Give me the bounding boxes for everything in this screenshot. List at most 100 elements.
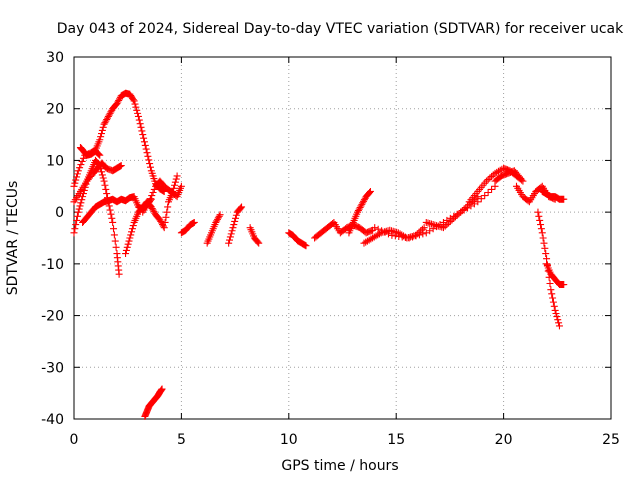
data-point xyxy=(549,294,557,302)
data-point xyxy=(149,206,157,214)
axis-ticks xyxy=(73,56,612,420)
data-point xyxy=(99,123,107,131)
data-point xyxy=(140,138,148,146)
data-point xyxy=(171,181,179,189)
data-point xyxy=(76,164,84,172)
data-point xyxy=(147,203,155,211)
data-point xyxy=(360,197,368,205)
data-point xyxy=(143,149,151,157)
chart-title: Day 043 of 2024, Sidereal Day-to-day VTE… xyxy=(57,21,624,37)
data-point xyxy=(419,230,427,238)
data-point xyxy=(366,188,374,196)
data-point xyxy=(129,96,137,104)
data-point xyxy=(110,231,118,239)
data-point xyxy=(420,224,428,232)
data-point xyxy=(555,322,563,330)
data-point xyxy=(384,230,392,238)
data-point xyxy=(99,174,107,182)
data-point xyxy=(547,286,555,294)
series-arc-5-6 xyxy=(177,218,198,237)
data-point xyxy=(136,120,144,128)
data-point xyxy=(163,208,171,216)
x-tick-label: 25 xyxy=(602,432,620,448)
data-point xyxy=(98,126,106,134)
data-point xyxy=(108,214,116,222)
series-arc-10 xyxy=(285,229,310,250)
data-point xyxy=(555,319,563,327)
data-point xyxy=(135,116,143,124)
data-point xyxy=(131,100,139,108)
data-point xyxy=(73,212,81,220)
data-point xyxy=(96,136,104,144)
y-tick-label: 0 xyxy=(55,205,64,221)
data-point xyxy=(474,198,482,206)
data-point xyxy=(71,179,79,187)
series-arc-8 xyxy=(246,224,263,247)
data-point xyxy=(354,208,362,216)
data-point xyxy=(145,156,153,164)
data-point xyxy=(72,221,80,229)
data-point xyxy=(481,192,489,200)
data-point xyxy=(254,238,262,246)
data-point xyxy=(117,162,125,170)
data-point xyxy=(115,270,123,278)
data-point xyxy=(74,208,82,216)
data-point xyxy=(157,217,165,225)
data-point xyxy=(360,196,368,204)
data-point xyxy=(137,123,145,131)
data-point xyxy=(70,229,78,237)
x-tick-label: 5 xyxy=(177,432,186,448)
data-point xyxy=(142,145,150,153)
data-point xyxy=(159,222,167,230)
data-point xyxy=(115,96,123,104)
x-tick-label: 10 xyxy=(280,432,298,448)
data-point xyxy=(162,213,170,221)
data-point xyxy=(156,216,164,224)
data-point xyxy=(109,218,117,226)
data-point xyxy=(97,165,105,173)
y-tick-label: -10 xyxy=(41,257,64,273)
data-point xyxy=(146,160,154,168)
data-point xyxy=(214,214,222,222)
data-point xyxy=(96,151,104,159)
data-point xyxy=(97,168,105,176)
data-point xyxy=(81,183,89,191)
data-point xyxy=(106,206,114,214)
data-point xyxy=(548,290,556,298)
data-point xyxy=(515,173,523,181)
data-point xyxy=(104,114,112,122)
data-point xyxy=(232,214,240,222)
data-point xyxy=(356,203,364,211)
data-point xyxy=(100,120,108,128)
data-point xyxy=(229,224,237,232)
data-point xyxy=(539,234,547,242)
data-point xyxy=(103,190,111,198)
data-point xyxy=(97,130,105,138)
data-point xyxy=(139,131,147,139)
data-point xyxy=(134,109,142,117)
data-points xyxy=(70,89,568,420)
data-point xyxy=(148,192,156,200)
data-point xyxy=(150,208,158,216)
data-point xyxy=(536,216,544,224)
data-point xyxy=(366,187,374,195)
data-point xyxy=(76,202,84,210)
data-point xyxy=(116,95,124,103)
data-point xyxy=(231,217,239,225)
data-point xyxy=(98,171,106,179)
data-point xyxy=(123,243,131,251)
y-tick-label: 30 xyxy=(46,50,64,66)
data-point xyxy=(232,211,240,219)
data-point xyxy=(127,231,135,239)
data-point xyxy=(95,161,103,169)
data-point xyxy=(216,211,224,219)
data-point xyxy=(171,178,179,186)
series-arc-lump xyxy=(139,177,185,216)
data-point xyxy=(112,243,120,251)
x-tick-label: 15 xyxy=(387,432,405,448)
data-point xyxy=(146,195,154,203)
data-point xyxy=(128,228,136,236)
data-point xyxy=(114,98,122,106)
series-arc-11-14 xyxy=(311,218,377,242)
data-point xyxy=(104,112,112,120)
